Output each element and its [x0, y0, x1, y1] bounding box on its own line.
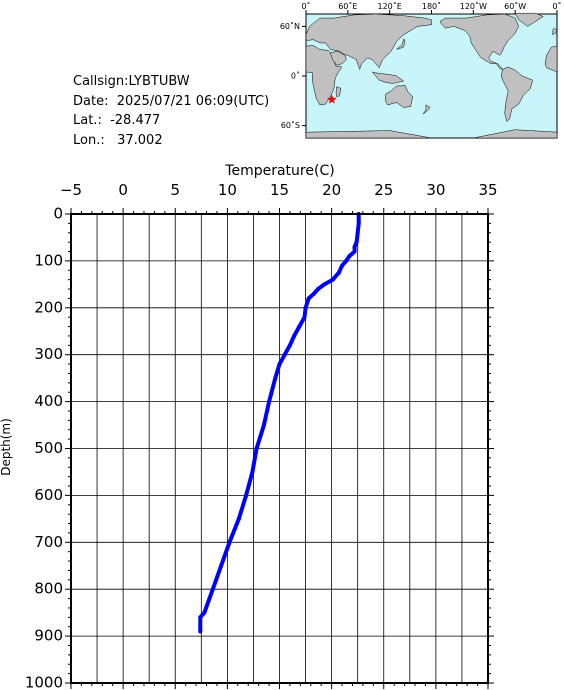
callsign-text: Callsign:LYBTUBW: [73, 74, 190, 89]
x-tick-label: 15: [270, 181, 289, 199]
y-tick-label: 700: [34, 533, 63, 551]
data-point: [277, 362, 282, 367]
data-point: [303, 305, 308, 310]
land-mass: [514, 12, 544, 27]
y-tick-label: 300: [34, 345, 63, 363]
map-marker-group: [327, 94, 337, 104]
data-point: [316, 287, 321, 292]
data-point: [352, 244, 357, 249]
map-lon-label: 120˚W: [460, 1, 487, 11]
data-point: [302, 315, 307, 320]
map-lat-label: 60˚N: [280, 21, 300, 31]
map-land: [305, 12, 558, 139]
map-lon-label: 0˚: [552, 1, 561, 11]
station-info: Callsign:LYBTUBW Date: 2025/07/21 06:09(…: [73, 72, 269, 150]
data-point: [202, 610, 207, 615]
x-tick-labels: −5 0 5 10 15 20 25 30 35: [60, 181, 498, 199]
land-mass: [439, 13, 519, 70]
latitude-text: Lat.: -28.477: [73, 113, 161, 128]
land-mass: [305, 45, 343, 106]
land-mass: [395, 38, 406, 51]
y-tick-label: 400: [34, 392, 63, 410]
x-tick-label: 20: [322, 181, 341, 199]
map-lon-label: 180˚: [422, 1, 441, 11]
y-tick-labels: 0 100 200 300 400 500 600 700 800 900 1000: [25, 205, 63, 690]
land-mass: [552, 27, 558, 36]
data-point: [311, 291, 316, 296]
y-tick-label: 900: [34, 627, 63, 645]
data-point: [261, 423, 266, 428]
station-marker: [327, 94, 337, 104]
land-mass: [330, 50, 347, 66]
world-map: 0˚ 60˚E 120˚E 180˚ 120˚W 60˚W 0˚60˚N0˚60˚S: [280, 1, 562, 139]
y-tick-label: 200: [34, 298, 63, 316]
data-point: [355, 230, 360, 235]
y-axis-label: Depth(m): [0, 418, 13, 476]
map-lon-label: 0˚: [301, 1, 310, 11]
data-point: [273, 376, 278, 381]
map-lon-label: 60˚W: [504, 1, 526, 11]
land-mass: [422, 104, 431, 115]
data-point: [267, 399, 272, 404]
y-tick-label: 500: [34, 439, 63, 457]
data-point: [340, 263, 345, 268]
map-lon-label: 60˚E: [338, 1, 357, 11]
data-point: [250, 469, 255, 474]
data-point: [287, 343, 292, 348]
map-lat-label: 0˚: [291, 71, 300, 81]
longitude-text: Lon.: 37.002: [73, 132, 163, 148]
data-point: [352, 249, 357, 254]
land-mass: [371, 71, 405, 84]
data-point: [330, 277, 335, 282]
plot-frame: [70, 213, 489, 684]
data-point: [297, 324, 302, 329]
y-tick-label: 0: [53, 205, 63, 223]
data-point: [347, 254, 352, 259]
data-point: [210, 587, 215, 592]
data-point: [356, 221, 361, 226]
data-point: [354, 240, 359, 245]
data-point: [244, 493, 249, 498]
land-mass: [335, 86, 342, 98]
data-point: [322, 282, 327, 287]
map-frame: [302, 10, 558, 127]
data-point: [254, 446, 259, 451]
land-mass: [385, 84, 413, 108]
land-mass: [305, 13, 432, 71]
x-tick-label: 25: [374, 181, 393, 199]
map-lat-label: 60˚S: [281, 120, 300, 130]
x-tick-label: 35: [478, 181, 497, 199]
y-tick-label: 1000: [25, 674, 63, 690]
x-tick-label: 0: [118, 181, 128, 199]
y-tick-label: 800: [34, 580, 63, 598]
data-point: [236, 516, 241, 521]
series-group: [198, 212, 361, 634]
data-point: [198, 615, 203, 620]
land-mass: [544, 45, 558, 73]
data-point: [306, 296, 311, 301]
data-point: [219, 563, 224, 568]
data-point: [227, 540, 232, 545]
x-tick-label: 10: [218, 181, 237, 199]
data-point: [344, 258, 349, 263]
data-point: [336, 270, 341, 275]
data-point: [292, 333, 297, 338]
data-point: [198, 629, 203, 634]
data-point: [282, 352, 287, 357]
x-tick-label: −5: [60, 181, 82, 199]
y-tick-label: 100: [34, 251, 63, 269]
grid: [70, 213, 489, 684]
land-mass: [305, 129, 558, 139]
date-text: Date: 2025/07/21 06:09(UTC): [73, 93, 270, 109]
x-tick-label: 5: [170, 181, 180, 199]
x-axis-label: Temperature(C): [224, 163, 334, 179]
y-tick-label: 600: [34, 486, 63, 504]
map-lon-label: 120˚E: [378, 1, 402, 11]
x-tick-label: 30: [426, 181, 445, 199]
map-labels: 0˚ 60˚E 120˚E 180˚ 120˚W 60˚W 0˚60˚N0˚60˚S: [280, 1, 562, 130]
land-mass: [500, 66, 533, 122]
